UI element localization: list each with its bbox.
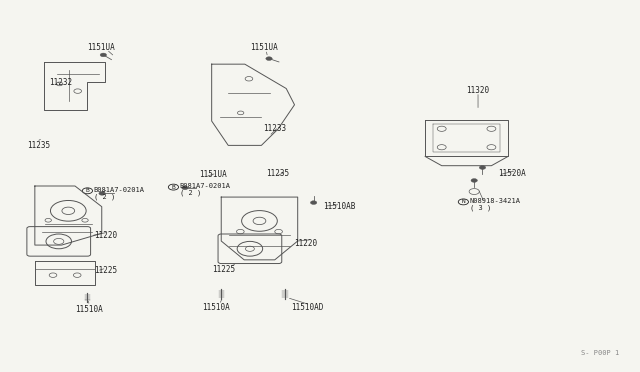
Text: 11510AD: 11510AD [291,303,324,312]
Text: B081A7-0201A
( 2 ): B081A7-0201A ( 2 ) [180,183,231,196]
Text: B: B [172,185,175,190]
Text: 11225: 11225 [94,266,117,275]
Text: S- P00P 1: S- P00P 1 [581,350,620,356]
Text: 11320: 11320 [467,86,490,94]
Text: 11225: 11225 [212,264,235,273]
Circle shape [266,57,272,61]
Circle shape [99,192,105,195]
Text: 11510A: 11510A [202,303,230,312]
Circle shape [182,186,188,190]
Text: 1151UA: 1151UA [250,43,278,52]
Text: 11520A: 11520A [499,169,526,177]
Circle shape [471,179,477,182]
Text: N: N [461,199,465,204]
Text: 1151UA: 1151UA [199,170,227,179]
Text: 11235: 11235 [266,169,289,177]
Text: 11510A: 11510A [75,305,102,314]
Text: 1151UA: 1151UA [88,43,115,52]
Text: 11510AB: 11510AB [323,202,356,211]
Circle shape [479,166,486,169]
Circle shape [100,53,106,57]
Text: 11235: 11235 [27,141,50,150]
Text: 11232: 11232 [49,78,72,87]
Text: 11220: 11220 [294,239,317,248]
Circle shape [310,201,317,205]
Text: 11233: 11233 [262,124,286,133]
Text: N08918-3421A
( 3 ): N08918-3421A ( 3 ) [470,198,521,211]
Text: B081A7-0201A
( 2 ): B081A7-0201A ( 2 ) [94,187,145,200]
Text: B: B [86,188,90,193]
Text: 11220: 11220 [94,231,117,240]
